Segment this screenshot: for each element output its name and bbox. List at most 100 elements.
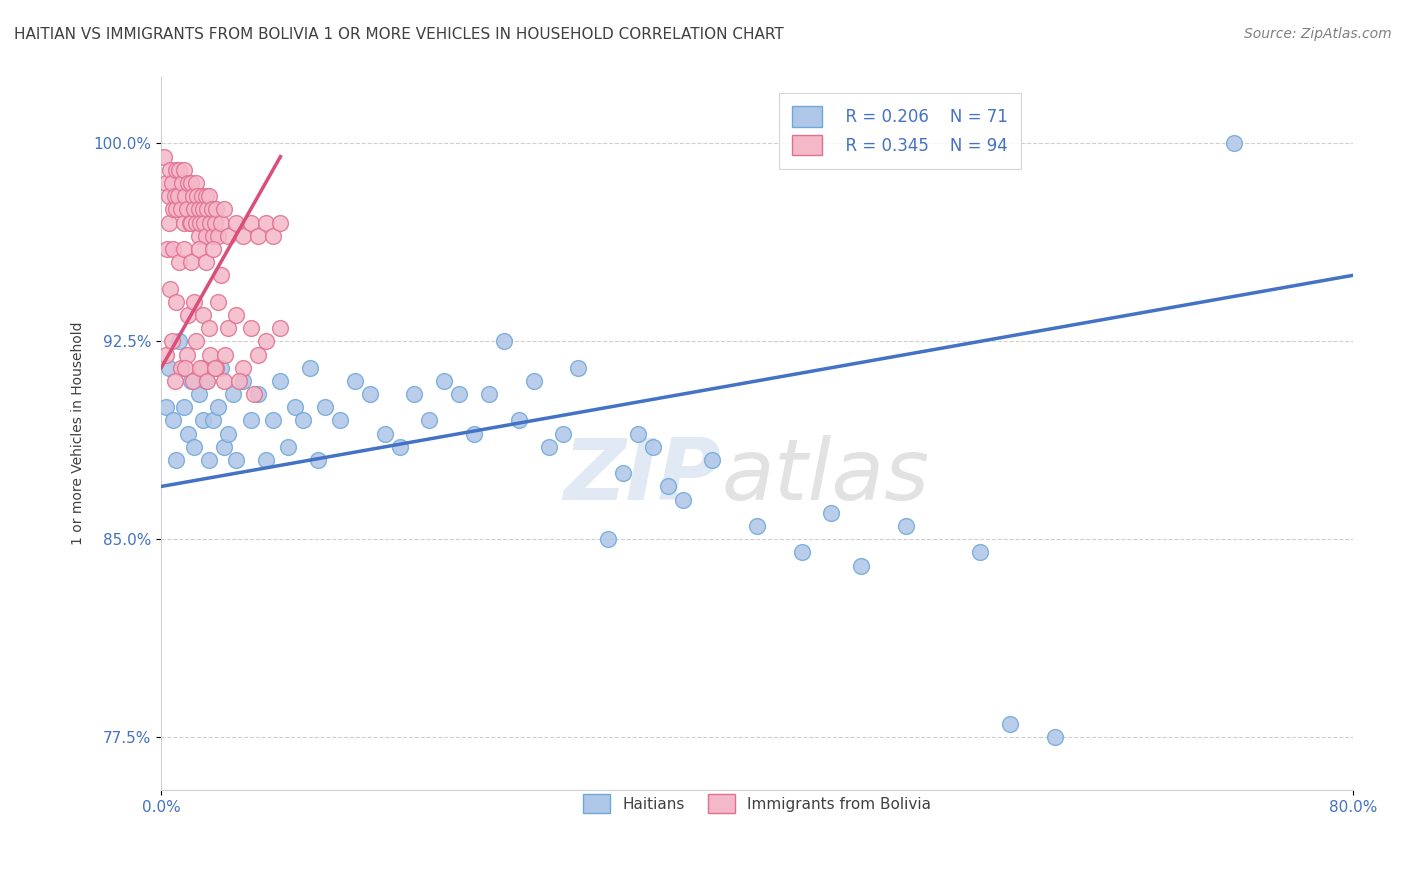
Point xyxy=(188,216,211,230)
Point xyxy=(207,401,229,415)
Point xyxy=(202,228,225,243)
Text: Source: ZipAtlas.com: Source: ZipAtlas.com xyxy=(1244,27,1392,41)
Point xyxy=(478,387,501,401)
Point xyxy=(167,255,190,269)
Point xyxy=(197,202,219,217)
Point xyxy=(180,176,202,190)
Point xyxy=(190,360,212,375)
Point xyxy=(157,216,180,230)
Point xyxy=(329,413,352,427)
Point xyxy=(160,334,183,349)
Point xyxy=(1043,730,1066,744)
Point xyxy=(174,189,197,203)
Point xyxy=(162,413,184,427)
Point xyxy=(269,216,291,230)
Point xyxy=(173,162,195,177)
Point xyxy=(187,202,209,217)
Point xyxy=(209,216,232,230)
Point xyxy=(537,440,560,454)
Point xyxy=(217,321,239,335)
Point xyxy=(173,216,195,230)
Point xyxy=(239,413,262,427)
Point xyxy=(418,413,440,427)
Point xyxy=(198,321,221,335)
Point xyxy=(247,387,270,401)
Point xyxy=(174,360,197,375)
Point xyxy=(433,374,456,388)
Point xyxy=(225,453,247,467)
Point xyxy=(169,202,191,217)
Text: ZIP: ZIP xyxy=(564,435,721,518)
Point xyxy=(553,426,575,441)
Point xyxy=(463,426,485,441)
Point xyxy=(225,216,247,230)
Point xyxy=(183,294,205,309)
Point xyxy=(851,558,873,573)
Point xyxy=(181,189,204,203)
Point xyxy=(194,374,217,388)
Point xyxy=(207,228,229,243)
Point xyxy=(153,150,176,164)
Point xyxy=(225,308,247,322)
Point xyxy=(205,360,228,375)
Point xyxy=(209,360,232,375)
Point xyxy=(191,202,214,217)
Point xyxy=(254,216,277,230)
Point xyxy=(186,189,208,203)
Point xyxy=(359,387,381,401)
Point xyxy=(212,440,235,454)
Point xyxy=(157,360,180,375)
Point xyxy=(232,360,254,375)
Point xyxy=(205,202,228,217)
Point xyxy=(217,228,239,243)
Point xyxy=(165,202,187,217)
Point xyxy=(492,334,515,349)
Point xyxy=(177,426,200,441)
Point xyxy=(176,347,198,361)
Point xyxy=(187,387,209,401)
Point xyxy=(745,519,768,533)
Point xyxy=(207,294,229,309)
Point xyxy=(190,189,212,203)
Point xyxy=(404,387,426,401)
Point xyxy=(627,426,650,441)
Point xyxy=(209,268,232,283)
Point xyxy=(163,189,186,203)
Point xyxy=(202,242,225,256)
Point xyxy=(180,255,202,269)
Point xyxy=(179,216,201,230)
Point xyxy=(155,401,177,415)
Point xyxy=(702,453,724,467)
Point xyxy=(160,176,183,190)
Point xyxy=(277,440,299,454)
Point xyxy=(194,255,217,269)
Point xyxy=(239,216,262,230)
Point xyxy=(299,360,322,375)
Point xyxy=(155,176,177,190)
Point xyxy=(165,294,187,309)
Point xyxy=(596,533,619,547)
Point xyxy=(180,216,202,230)
Point xyxy=(159,281,181,295)
Point xyxy=(212,202,235,217)
Text: atlas: atlas xyxy=(721,435,929,518)
Point xyxy=(184,334,207,349)
Point xyxy=(222,387,245,401)
Point xyxy=(567,360,589,375)
Point xyxy=(197,374,219,388)
Point xyxy=(177,176,200,190)
Point xyxy=(232,374,254,388)
Point xyxy=(247,347,270,361)
Point xyxy=(671,492,693,507)
Point xyxy=(187,228,209,243)
Point xyxy=(177,308,200,322)
Point xyxy=(612,467,634,481)
Point xyxy=(200,347,222,361)
Point xyxy=(1088,862,1111,876)
Point xyxy=(214,347,236,361)
Point xyxy=(247,228,270,243)
Point xyxy=(183,440,205,454)
Point xyxy=(159,162,181,177)
Point xyxy=(212,374,235,388)
Point xyxy=(156,242,179,256)
